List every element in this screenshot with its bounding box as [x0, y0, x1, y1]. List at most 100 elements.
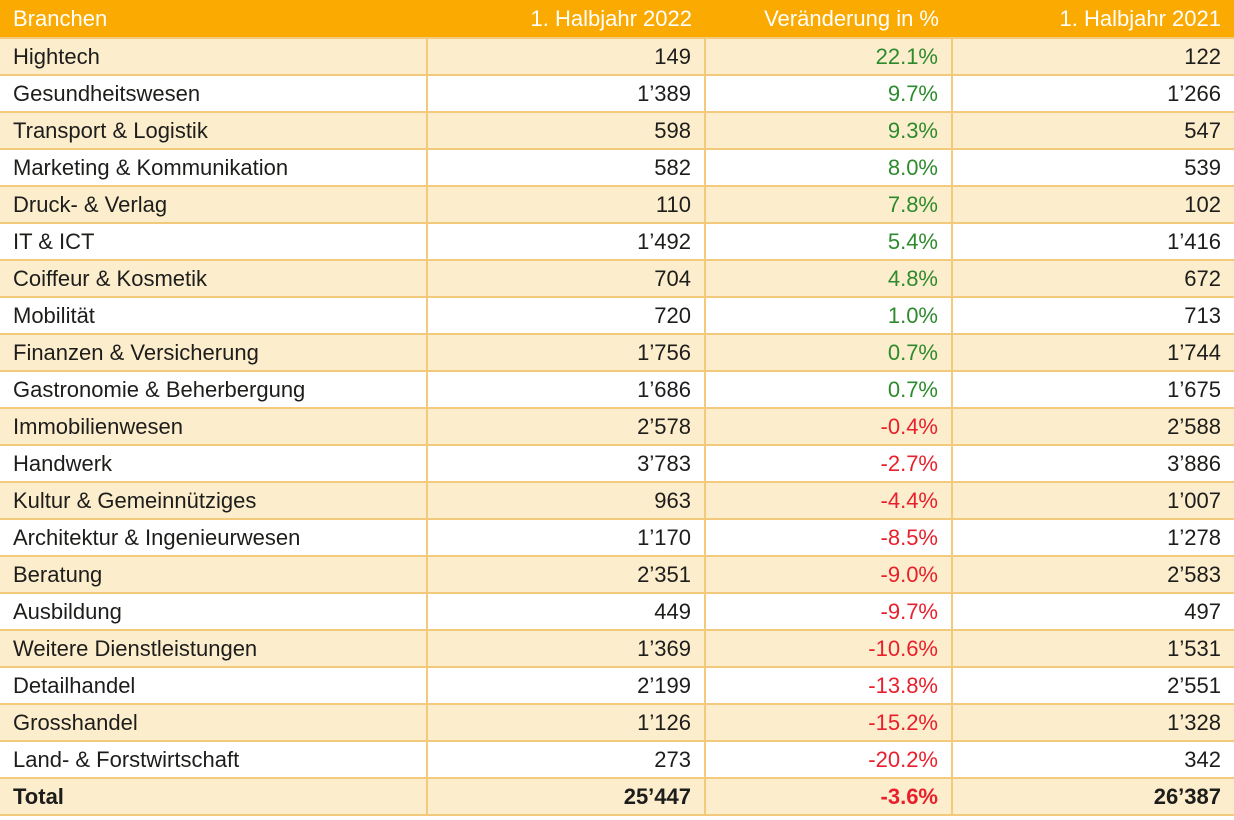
value-change: 4.8%: [704, 259, 953, 298]
col-header-branchen: Branchen: [0, 0, 427, 38]
value-change: -15.2%: [704, 703, 953, 742]
value-2022: 1’369: [426, 629, 706, 668]
value-change: -3.6%: [704, 777, 953, 816]
value-change: 0.7%: [704, 333, 953, 372]
value-change: 8.0%: [704, 148, 953, 187]
total-row: Total 25’447 -3.6% 26’387: [0, 777, 1234, 816]
value-2021: 547: [951, 111, 1234, 150]
value-change: 5.4%: [704, 222, 953, 261]
table-row: Druck- & Verlag 110 7.8% 102: [0, 185, 1234, 224]
row-label: Detailhandel: [0, 666, 428, 705]
row-label: Kultur & Gemeinnütziges: [0, 481, 428, 520]
value-change: -13.8%: [704, 666, 953, 705]
value-2021: 1’278: [951, 518, 1234, 557]
table-row: Beratung 2’351 -9.0% 2’583: [0, 555, 1234, 594]
table-row: Coiffeur & Kosmetik 704 4.8% 672: [0, 259, 1234, 298]
row-label: Architektur & Ingenieurwesen: [0, 518, 428, 557]
table-row: Handwerk 3’783 -2.7% 3’886: [0, 444, 1234, 483]
row-label: Ausbildung: [0, 592, 428, 631]
value-2022: 598: [426, 111, 706, 150]
table-row: IT & ICT 1’492 5.4% 1’416: [0, 222, 1234, 261]
value-2021: 122: [951, 37, 1234, 76]
value-2021: 1’266: [951, 74, 1234, 113]
value-2021: 497: [951, 592, 1234, 631]
value-2022: 1’170: [426, 518, 706, 557]
table-row: Transport & Logistik 598 9.3% 547: [0, 111, 1234, 150]
value-change: -9.0%: [704, 555, 953, 594]
value-2021: 1’744: [951, 333, 1234, 372]
row-label: Weitere Dienstleistungen: [0, 629, 428, 668]
table-row: Marketing & Kommunikation 582 8.0% 539: [0, 148, 1234, 187]
value-2022: 25’447: [426, 777, 706, 816]
value-change: -8.5%: [704, 518, 953, 557]
row-label: Gesundheitswesen: [0, 74, 428, 113]
table-body: Hightech 149 22.1% 122 Gesundheitswesen 1’389…: [0, 37, 1234, 816]
value-2022: 582: [426, 148, 706, 187]
value-2022: 963: [426, 481, 706, 520]
value-change: -2.7%: [704, 444, 953, 483]
value-2021: 1’675: [951, 370, 1234, 409]
value-2021: 672: [951, 259, 1234, 298]
value-change: -0.4%: [704, 407, 953, 446]
table-row: Hightech 149 22.1% 122: [0, 37, 1234, 76]
table-row: Grosshandel 1’126 -15.2% 1’328: [0, 703, 1234, 742]
table-header: Branchen 1. Halbjahr 2022 Veränderung in…: [0, 0, 1234, 38]
table-row: Finanzen & Versicherung 1’756 0.7% 1’744: [0, 333, 1234, 372]
value-2021: 1’416: [951, 222, 1234, 261]
value-2022: 1’389: [426, 74, 706, 113]
value-change: 9.7%: [704, 74, 953, 113]
value-2021: 102: [951, 185, 1234, 224]
table-row: Weitere Dienstleistungen 1’369 -10.6% 1’531: [0, 629, 1234, 668]
value-2022: 149: [426, 37, 706, 76]
value-2021: 539: [951, 148, 1234, 187]
value-change: -4.4%: [704, 481, 953, 520]
value-2022: 1’686: [426, 370, 706, 409]
table-row: Detailhandel 2’199 -13.8% 2’551: [0, 666, 1234, 705]
table-row: Gastronomie & Beherbergung 1’686 0.7% 1’675: [0, 370, 1234, 409]
value-2021: 1’531: [951, 629, 1234, 668]
row-label: Beratung: [0, 555, 428, 594]
header-row: Branchen 1. Halbjahr 2022 Veränderung in…: [0, 0, 1234, 38]
value-2021: 1’007: [951, 481, 1234, 520]
value-2021: 2’551: [951, 666, 1234, 705]
row-label: IT & ICT: [0, 222, 428, 261]
col-header-halbjahr-2022: 1. Halbjahr 2022: [427, 0, 705, 38]
value-2021: 713: [951, 296, 1234, 335]
value-2022: 720: [426, 296, 706, 335]
row-label: Marketing & Kommunikation: [0, 148, 428, 187]
table-row: Mobilität 720 1.0% 713: [0, 296, 1234, 335]
table-row: Architektur & Ingenieurwesen 1’170 -8.5% 1’…: [0, 518, 1234, 557]
value-2022: 2’351: [426, 555, 706, 594]
value-change: 22.1%: [704, 37, 953, 76]
value-2022: 2’578: [426, 407, 706, 446]
value-2021: 2’583: [951, 555, 1234, 594]
value-2021: 2’588: [951, 407, 1234, 446]
row-label: Coiffeur & Kosmetik: [0, 259, 428, 298]
value-2022: 449: [426, 592, 706, 631]
row-label: Transport & Logistik: [0, 111, 428, 150]
value-2021: 342: [951, 740, 1234, 779]
row-label: Druck- & Verlag: [0, 185, 428, 224]
row-label: Hightech: [0, 37, 428, 76]
value-change: -9.7%: [704, 592, 953, 631]
row-label: Land- & Forstwirtschaft: [0, 740, 428, 779]
table-row: Immobilienwesen 2’578 -0.4% 2’588: [0, 407, 1234, 446]
table-row: Ausbildung 449 -9.7% 497: [0, 592, 1234, 631]
table-row: Land- & Forstwirtschaft 273 -20.2% 342: [0, 740, 1234, 779]
row-label: Immobilienwesen: [0, 407, 428, 446]
value-2021: 26’387: [951, 777, 1234, 816]
value-change: 0.7%: [704, 370, 953, 409]
col-header-halbjahr-2021: 1. Halbjahr 2021: [952, 0, 1234, 38]
value-2022: 1’756: [426, 333, 706, 372]
row-label: Mobilität: [0, 296, 428, 335]
value-change: -10.6%: [704, 629, 953, 668]
value-change: -20.2%: [704, 740, 953, 779]
table-row: Kultur & Gemeinnütziges 963 -4.4% 1’007: [0, 481, 1234, 520]
value-2021: 3’886: [951, 444, 1234, 483]
col-header-veraenderung: Veränderung in %: [705, 0, 952, 38]
value-2022: 1’492: [426, 222, 706, 261]
table-row: Gesundheitswesen 1’389 9.7% 1’266: [0, 74, 1234, 113]
row-label: Gastronomie & Beherbergung: [0, 370, 428, 409]
row-label: Handwerk: [0, 444, 428, 483]
